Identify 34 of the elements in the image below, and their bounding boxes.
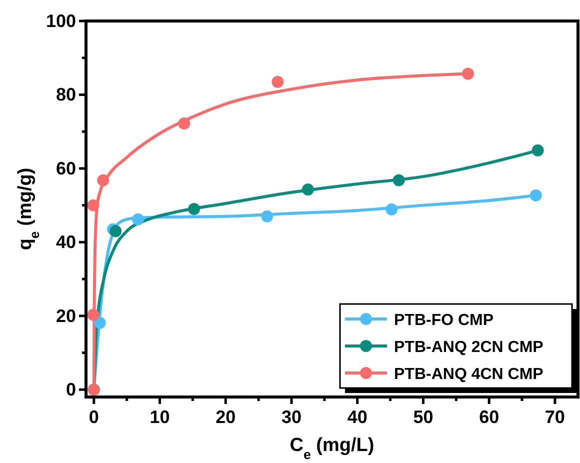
y-tick-label: 80 xyxy=(56,84,76,105)
x-tick-label: 20 xyxy=(216,407,236,427)
point xyxy=(97,174,110,186)
point xyxy=(87,308,100,321)
y-tick-label: 20 xyxy=(56,306,76,326)
legend-label: PTB-ANQ 4CN CMP xyxy=(394,366,544,383)
point xyxy=(386,203,398,216)
x-tick-label: 0 xyxy=(88,407,99,427)
x-tick-label: 30 xyxy=(281,407,302,427)
legend-label: PTB-FO CMP xyxy=(394,312,494,329)
y-tick-label: 60 xyxy=(56,158,76,178)
point xyxy=(530,189,542,202)
x-tick-label: 40 xyxy=(347,407,368,427)
point xyxy=(188,203,200,215)
point xyxy=(132,213,144,226)
point xyxy=(261,210,274,222)
point xyxy=(392,174,405,186)
x-axis-title: C$_{e}$ (mg/L) xyxy=(290,435,374,462)
point xyxy=(302,183,314,196)
y-tick-label: 100 xyxy=(46,11,76,31)
point xyxy=(87,199,100,212)
point xyxy=(110,225,122,238)
point xyxy=(94,316,106,329)
x-tick-label: 10 xyxy=(150,407,170,427)
x-tick-label: 50 xyxy=(413,407,434,427)
x-tick-label: 70 xyxy=(544,407,565,427)
y-tick-label: 40 xyxy=(56,232,76,252)
point xyxy=(272,76,284,88)
point xyxy=(462,68,474,80)
point xyxy=(532,144,544,156)
x-tick-label: 60 xyxy=(479,407,500,427)
point xyxy=(178,117,190,130)
legend-label: PTB-ANQ 2CN CMP xyxy=(394,339,544,356)
y-tick-label: 0 xyxy=(66,380,76,400)
